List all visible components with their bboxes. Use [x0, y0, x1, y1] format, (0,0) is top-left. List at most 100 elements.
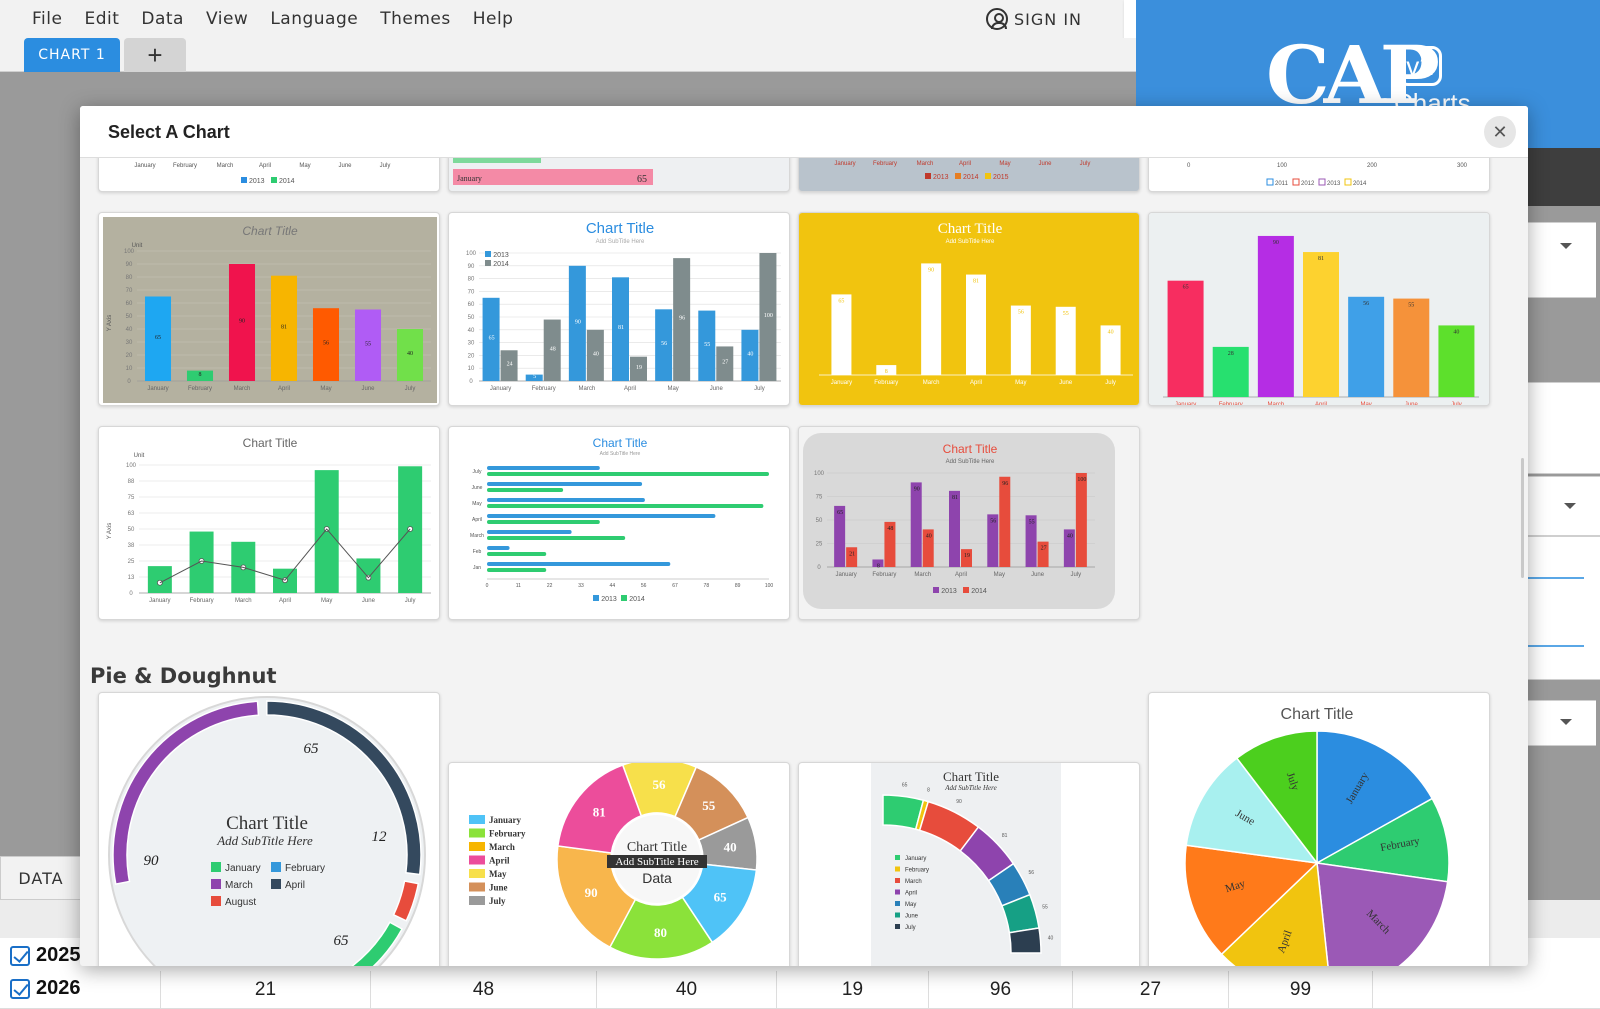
data-cell[interactable] — [1372, 971, 1600, 1009]
sign-in-button[interactable]: SIGN IN — [986, 8, 1082, 30]
ring-segment — [350, 921, 404, 966]
chart-thumbnail-yellow-bar[interactable]: Chart Title Add SubTitle Here 65 8 90 81 56 55 4… — [798, 212, 1140, 406]
data-cell[interactable]: 19 — [776, 971, 928, 1009]
chart-text: July — [1071, 572, 1082, 578]
ring-background — [108, 696, 426, 966]
bar — [487, 504, 764, 508]
chart-text: May — [1015, 380, 1026, 386]
chart-thumbnail-rounded-grouped[interactable]: Chart Title Add SubTitle Here 0 25 50 75 100 65… — [798, 426, 1140, 620]
chart-text: 19 — [636, 365, 642, 371]
chart-thumbnail-pie[interactable]: Chart Title January February March April May J… — [1148, 692, 1490, 966]
data-cell[interactable]: 40 — [596, 971, 776, 1009]
data-cell[interactable]: 96 — [928, 971, 1072, 1009]
data-cell[interactable]: 27 — [1072, 971, 1228, 1009]
chart-text: Add SubTitle Here — [944, 784, 996, 792]
chart-thumbnail-horizontal-bar[interactable]: January 65 — [448, 158, 790, 192]
bar — [1063, 529, 1075, 567]
chart-thumbnail-bar-line-combo[interactable]: Chart Title 0 13 25 38 50 63 75 88 100 January Febr… — [98, 426, 440, 620]
chart-text: June — [489, 883, 508, 893]
input-underline — [1500, 577, 1584, 579]
add-tab-button[interactable]: + — [124, 38, 186, 72]
menu-view[interactable]: View — [205, 9, 249, 29]
chart-text: 56 — [1029, 870, 1035, 876]
bar — [872, 559, 884, 567]
bar — [910, 482, 922, 567]
scrollbar[interactable] — [1521, 458, 1524, 578]
chart-text: 40 — [747, 351, 753, 357]
data-tab[interactable]: DATA — [0, 856, 82, 900]
close-icon[interactable]: ✕ — [1484, 116, 1516, 148]
chart-text: 21 — [849, 551, 855, 557]
menu-language[interactable]: Language — [270, 9, 359, 29]
legend-swatch — [271, 862, 281, 872]
data-cell[interactable]: 99 — [1228, 971, 1372, 1009]
legend-swatch — [271, 879, 281, 889]
chart-text: July — [405, 386, 416, 392]
chart-thumbnail-colored-bar-grey[interactable]: Chart Title 0 10 20 30 40 50 60 70 80 90 100 65 8 90 81… — [98, 212, 440, 406]
bar — [1055, 306, 1076, 375]
chart-text: 65 — [489, 335, 495, 341]
chart-thumbnail-semi-doughnut[interactable]: Chart Title Add SubTitle Here 65 8 90 81 56 55 4… — [798, 762, 1140, 966]
chart-text: Add SubTitle Here — [946, 239, 995, 245]
chart-thumbnail-ring[interactable]: 65 12 90 65 Chart Title Add SubTitle Here Janu… — [98, 692, 440, 966]
chart-text: June — [1405, 402, 1419, 406]
menu-edit[interactable]: Edit — [84, 9, 120, 29]
legend-swatch — [621, 595, 627, 601]
chart-text: May — [320, 386, 331, 392]
row-checkbox[interactable] — [10, 978, 30, 999]
chart-thumbnail-bar-legend[interactable]: 2013 2014 January February March April May Ju… — [98, 158, 440, 192]
chart-text: May — [999, 161, 1010, 167]
chart-text: January — [225, 863, 261, 874]
legend-swatch — [963, 587, 969, 593]
chart-text: March — [235, 598, 252, 604]
chart-text: 67 — [672, 583, 678, 589]
legend-swatch — [895, 855, 900, 860]
chart-text: 2013 — [493, 252, 509, 259]
menu-data[interactable]: Data — [141, 9, 184, 29]
pie-slice — [1184, 844, 1319, 956]
menu-help[interactable]: Help — [472, 9, 514, 29]
legend-swatch — [895, 878, 900, 883]
user-icon — [986, 8, 1008, 30]
chart-text: February — [190, 598, 214, 604]
chart-text: Chart Title — [242, 224, 298, 238]
bar — [147, 566, 172, 593]
line-point — [156, 579, 163, 586]
row-checkbox[interactable] — [10, 945, 30, 966]
data-cell[interactable]: 48 — [370, 971, 596, 1009]
menu-file[interactable]: File — [32, 9, 63, 29]
chart-text: 81 — [593, 805, 606, 820]
logo-version: v2 — [1398, 46, 1442, 86]
chart-thumbnail-grouped-bar[interactable]: 2013 2014 2015 January February March April… — [798, 158, 1140, 192]
chart-text: 0 — [486, 583, 489, 589]
bar-label: January — [457, 174, 482, 183]
chart-text: June — [472, 485, 483, 491]
chart-text: 11 — [516, 583, 521, 589]
bar — [834, 505, 846, 567]
chart-thumbnail-doughnut[interactable]: 56 55 40 65 80 90 81 Chart Title Add SubTitle He… — [448, 762, 790, 966]
bar — [1393, 298, 1430, 397]
bar — [999, 476, 1011, 567]
chart-text: 2013 — [601, 596, 617, 603]
chart-thumbnail-rainbow-bar[interactable]: 65 28 90 81 56 55 40 January February March April M… — [1148, 212, 1490, 406]
chart-text: April — [905, 891, 917, 897]
legend-label: 2013 — [249, 178, 265, 185]
chart-text: 55 — [702, 798, 716, 813]
bar — [1257, 235, 1294, 397]
chart-text: March — [914, 572, 931, 578]
chart-text: June — [1031, 572, 1045, 578]
bar — [396, 329, 424, 381]
chart-text: July — [473, 469, 482, 475]
chart-thumbnail-outline-bar[interactable]: 0 100 200 300 2011 2012 2013 2014 — [1148, 158, 1490, 192]
bar — [144, 296, 172, 381]
menu-themes[interactable]: Themes — [380, 9, 451, 29]
axis-tick: 0 — [1187, 163, 1191, 169]
chart-text: July — [489, 896, 506, 906]
data-cell[interactable]: 21 — [160, 971, 370, 1009]
tab-chart-1[interactable]: CHART 1 — [24, 38, 120, 72]
legend-swatch — [469, 855, 485, 865]
chart-thumbnail-clustered-bar[interactable]: Chart Title Add SubTitle Here 0 10 20 30 40 50 6… — [448, 212, 790, 406]
bar — [543, 319, 561, 381]
chart-text: January — [831, 380, 852, 386]
chart-thumbnail-horizontal-grouped[interactable]: Chart Title Add SubTitle Here July June May A… — [448, 426, 790, 620]
